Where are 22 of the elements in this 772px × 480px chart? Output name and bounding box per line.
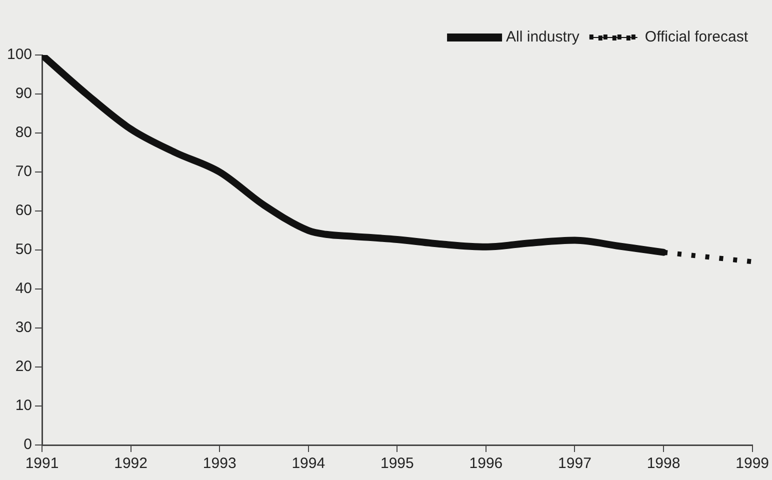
x-tick-label: 1993 [202, 455, 236, 472]
x-tick-label: 1995 [380, 455, 414, 472]
y-tick-label: 50 [15, 241, 32, 258]
legend-label: All industry [506, 28, 580, 46]
y-tick-label: 20 [15, 358, 32, 376]
legend-label: Official forecast [644, 28, 749, 46]
x-tick-label: 1994 [292, 455, 326, 472]
x-tick-label: 1997 [558, 455, 592, 472]
x-tick-label: 1992 [114, 455, 148, 472]
y-tick-label: 60 [15, 202, 32, 220]
x-tick-label: 1991 [25, 455, 59, 472]
x-tick-label: 1999 [736, 455, 770, 472]
y-tick-label: 40 [15, 280, 32, 298]
y-tick-label: 90 [15, 85, 32, 102]
y-tick-label: 0 [24, 436, 32, 454]
y-tick-label: 80 [15, 124, 32, 142]
x-tick-label: 1996 [469, 455, 503, 472]
y-tick-label: 10 [15, 397, 32, 414]
y-tick-label: 70 [15, 163, 32, 180]
x-tick-label: 1998 [646, 455, 680, 472]
y-tick-label: 30 [15, 319, 32, 336]
y-tick-label: 100 [6, 46, 32, 64]
